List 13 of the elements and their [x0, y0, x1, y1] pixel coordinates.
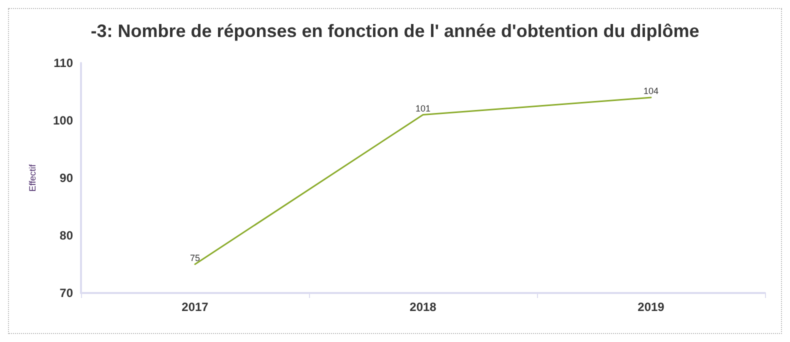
y-tick-label: 100 [52, 114, 74, 128]
x-tick-label: 2017 [182, 300, 209, 314]
x-tick-label: 2018 [410, 300, 437, 314]
x-tick-label: 2019 [638, 300, 665, 314]
data-label: 75 [190, 252, 200, 263]
chart-title: -3: Nombre de réponses en fonction de l' année d'obtention du diplôme [90, 21, 700, 41]
data-label: 104 [643, 86, 659, 96]
y-tick-label: 90 [60, 171, 74, 185]
y-tick-label: 110 [54, 56, 74, 70]
y-tick-label: 80 [60, 228, 74, 242]
data-label: 101 [415, 103, 431, 114]
y-tick-label: 70 [60, 286, 74, 300]
y-axis-title: Effectif [28, 164, 38, 192]
